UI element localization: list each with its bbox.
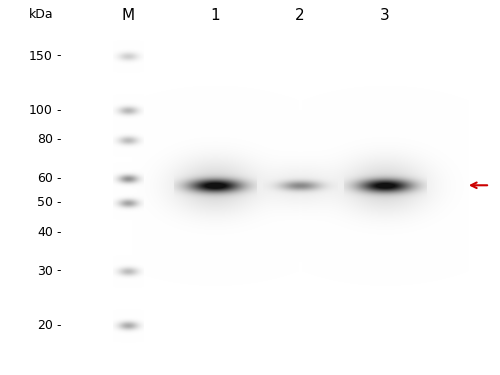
- Text: kDa: kDa: [28, 8, 53, 21]
- Text: 3: 3: [380, 9, 390, 24]
- Text: 2: 2: [295, 9, 305, 24]
- Text: 50: 50: [37, 196, 53, 209]
- Text: -: -: [56, 172, 60, 185]
- Text: -: -: [56, 104, 60, 117]
- Text: 40: 40: [37, 226, 53, 239]
- Text: -: -: [56, 264, 60, 278]
- Text: -: -: [56, 50, 60, 63]
- Text: -: -: [56, 134, 60, 147]
- Text: 100: 100: [29, 104, 53, 117]
- Text: 80: 80: [37, 134, 53, 147]
- Text: 60: 60: [37, 172, 53, 185]
- Text: -: -: [56, 319, 60, 332]
- Text: 150: 150: [29, 50, 53, 63]
- Text: -: -: [56, 226, 60, 239]
- Text: -: -: [56, 196, 60, 209]
- Text: M: M: [122, 9, 134, 24]
- Text: 30: 30: [37, 264, 53, 278]
- Text: 1: 1: [210, 9, 220, 24]
- Text: 20: 20: [37, 319, 53, 332]
